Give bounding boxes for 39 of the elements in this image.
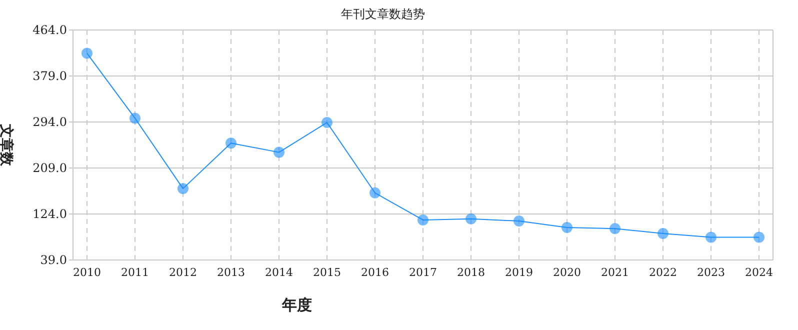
y-tick-label: 294.0: [32, 115, 67, 129]
x-tick-label: 2022: [649, 266, 677, 279]
y-tick-label: 39.0: [40, 253, 67, 267]
x-axis-title: 年度: [281, 296, 312, 314]
x-tick-label: 2012: [169, 266, 197, 279]
point: [466, 213, 476, 224]
x-tick-label: 2014: [265, 266, 293, 279]
x-tick-label: 2021: [601, 266, 629, 279]
x-tick-label: 2015: [313, 266, 341, 279]
point: [130, 112, 140, 124]
point: [226, 138, 236, 149]
point: [82, 48, 92, 59]
point: [514, 216, 524, 227]
y-axis-title: 文章数: [0, 123, 15, 167]
x-tick-label: 2017: [409, 266, 437, 279]
x-tick-label: 2013: [217, 266, 245, 279]
y-tick-label: 209.0: [32, 161, 67, 175]
x-tick-label: 2011: [121, 266, 149, 279]
x-tick-label: 2020: [553, 266, 581, 279]
chart-title: 年刊文章数趋势: [341, 7, 425, 21]
point: [370, 187, 380, 198]
x-tick-label: 2010: [73, 266, 101, 279]
point: [322, 117, 332, 128]
point: [754, 232, 764, 243]
point: [274, 146, 284, 158]
x-tick-label: 2018: [457, 266, 485, 279]
point: [706, 232, 716, 243]
point: [658, 228, 668, 239]
x-tick-label: 2023: [697, 266, 725, 279]
y-tick-label: 124.0: [32, 207, 67, 221]
y-tick-label: 464.0: [32, 23, 67, 37]
point: [610, 223, 620, 234]
x-tick-label: 2019: [505, 266, 533, 279]
point: [178, 183, 188, 194]
point: [418, 214, 428, 226]
x-tick-label: 2016: [361, 266, 389, 279]
point: [562, 222, 572, 234]
y-tick-label: 379.0: [32, 69, 67, 83]
x-tick-label: 2024: [745, 266, 773, 279]
